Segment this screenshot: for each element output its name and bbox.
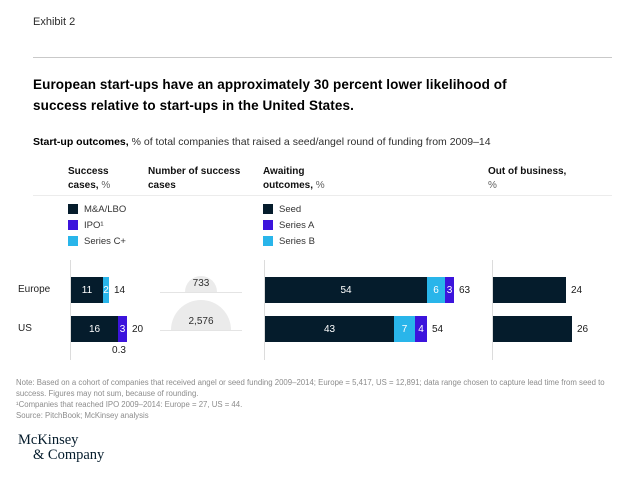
bar-total-label: 24	[571, 284, 583, 296]
bar-segments	[493, 316, 572, 342]
column-header-text: Out of business,	[488, 166, 567, 177]
count-label: 733	[192, 278, 210, 289]
bar-segment: 3	[445, 277, 454, 303]
footnote-source: Source: PitchBook; McKinsey analysis	[16, 411, 149, 420]
bar-segments: 43 7 4	[265, 316, 427, 342]
legend-swatch-icon	[68, 204, 78, 214]
bar-total-label: 20	[132, 323, 144, 335]
bar-segment: 4	[415, 316, 427, 342]
logo-line-2: & Company	[33, 447, 105, 463]
legend-swatch-icon	[68, 236, 78, 246]
legend-item: Series A	[263, 217, 315, 233]
footnote-note: Note: Based on a cohort of companies tha…	[16, 378, 605, 398]
page-title: European start-ups have an approximately…	[33, 77, 507, 113]
success-count-shape-europe: 733	[160, 253, 242, 293]
bar-segment	[493, 277, 566, 303]
legend-swatch-icon	[263, 204, 273, 214]
bar-total-label: 14	[114, 284, 126, 296]
legend-item: M&A/LBO	[68, 201, 126, 217]
subtitle-lead: Start-up outcomes,	[33, 136, 129, 148]
bar-total-label: 54	[432, 323, 444, 335]
count-label: 2,576	[188, 316, 214, 327]
column-header-text: Number of success cases	[148, 166, 241, 191]
bar-out-of-business-us: 26	[493, 316, 588, 342]
column-header-out-of-business: Out of business, %	[488, 165, 573, 193]
bar-segment: 11	[71, 277, 103, 303]
success-count-shape-us: 2,576	[160, 291, 242, 331]
column-header-text: Awaiting outcomes,	[263, 166, 314, 191]
column-header-unit: %	[488, 180, 497, 191]
count-semicircle	[185, 276, 217, 292]
legend-swatch-icon	[263, 236, 273, 246]
column-header-unit: %	[315, 180, 325, 191]
legend-label: Series C+	[84, 235, 126, 247]
column-header-success-cases: Success cases, %	[68, 165, 138, 193]
bar-segments: 11 2	[71, 277, 109, 303]
legend-awaiting-outcomes: Seed Series A Series B	[263, 201, 315, 249]
legend-item: Series B	[263, 233, 315, 249]
top-divider	[33, 57, 612, 58]
footnotes: Note: Based on a cohort of companies tha…	[16, 377, 610, 421]
footnote-ipo: ¹Companies that reached IPO 2009–2014: E…	[16, 400, 243, 409]
bar-total-label: 26	[577, 323, 589, 335]
column-header-awaiting-outcomes: Awaiting outcomes, %	[263, 165, 348, 193]
legend-label: Series A	[279, 219, 315, 231]
count-baseline	[160, 330, 242, 331]
bar-total-label: 63	[459, 284, 471, 296]
column-header-text: Success cases,	[68, 166, 109, 191]
bar-segment: 43	[265, 316, 394, 342]
bar-segments: 16 3	[71, 316, 127, 342]
bar-segment: 16	[71, 316, 118, 342]
bar-segment	[493, 316, 572, 342]
bar-success-europe: 11 2 14	[71, 277, 125, 303]
mckinsey-logo: McKinsey & Company	[18, 433, 104, 463]
bar-segment: 3	[118, 316, 127, 342]
legend-label: M&A/LBO	[84, 203, 127, 215]
logo-line-1: McKinsey	[18, 432, 79, 448]
bar-segments: 54 6 3	[265, 277, 454, 303]
bar-awaiting-us: 43 7 4 54	[265, 316, 443, 342]
legend-success-cases: M&A/LBO IPO¹ Series C+	[68, 201, 126, 249]
subtitle-rest: % of total companies that raised a seed/…	[128, 136, 491, 148]
legend-swatch-icon	[263, 220, 273, 230]
legend-swatch-icon	[68, 220, 78, 230]
bar-segments	[493, 277, 566, 303]
legend-item: Seed	[263, 201, 315, 217]
row-label-europe: Europe	[18, 284, 51, 295]
legend-item: IPO¹	[68, 217, 126, 233]
chart-subtitle: Start-up outcomes, % of total companies …	[33, 136, 491, 148]
legend-label: Series B	[279, 235, 315, 247]
bar-below-annotation: 0.3	[112, 345, 126, 356]
bar-segment: 54	[265, 277, 427, 303]
count-baseline	[160, 292, 242, 293]
bar-success-us: 16 3 20 0.3	[71, 316, 144, 356]
bar-segment: 6	[427, 277, 445, 303]
header-divider	[33, 195, 612, 196]
bar-out-of-business-europe: 24	[493, 277, 582, 303]
column-header-unit: %	[101, 180, 111, 191]
axis-line-out-of-business	[492, 260, 493, 360]
axis-line-success	[70, 260, 71, 360]
legend-label: Seed	[279, 203, 302, 215]
row-label-us: US	[18, 323, 32, 334]
bar-segment: 7	[394, 316, 415, 342]
bar-segment: 2	[103, 277, 109, 303]
axis-line-awaiting	[264, 260, 265, 360]
column-header-number-success-cases: Number of success cases	[148, 165, 243, 193]
bar-awaiting-europe: 54 6 3 63	[265, 277, 470, 303]
legend-label: IPO¹	[84, 219, 104, 231]
exhibit-label: Exhibit 2	[33, 16, 76, 28]
legend-item: Series C+	[68, 233, 126, 249]
